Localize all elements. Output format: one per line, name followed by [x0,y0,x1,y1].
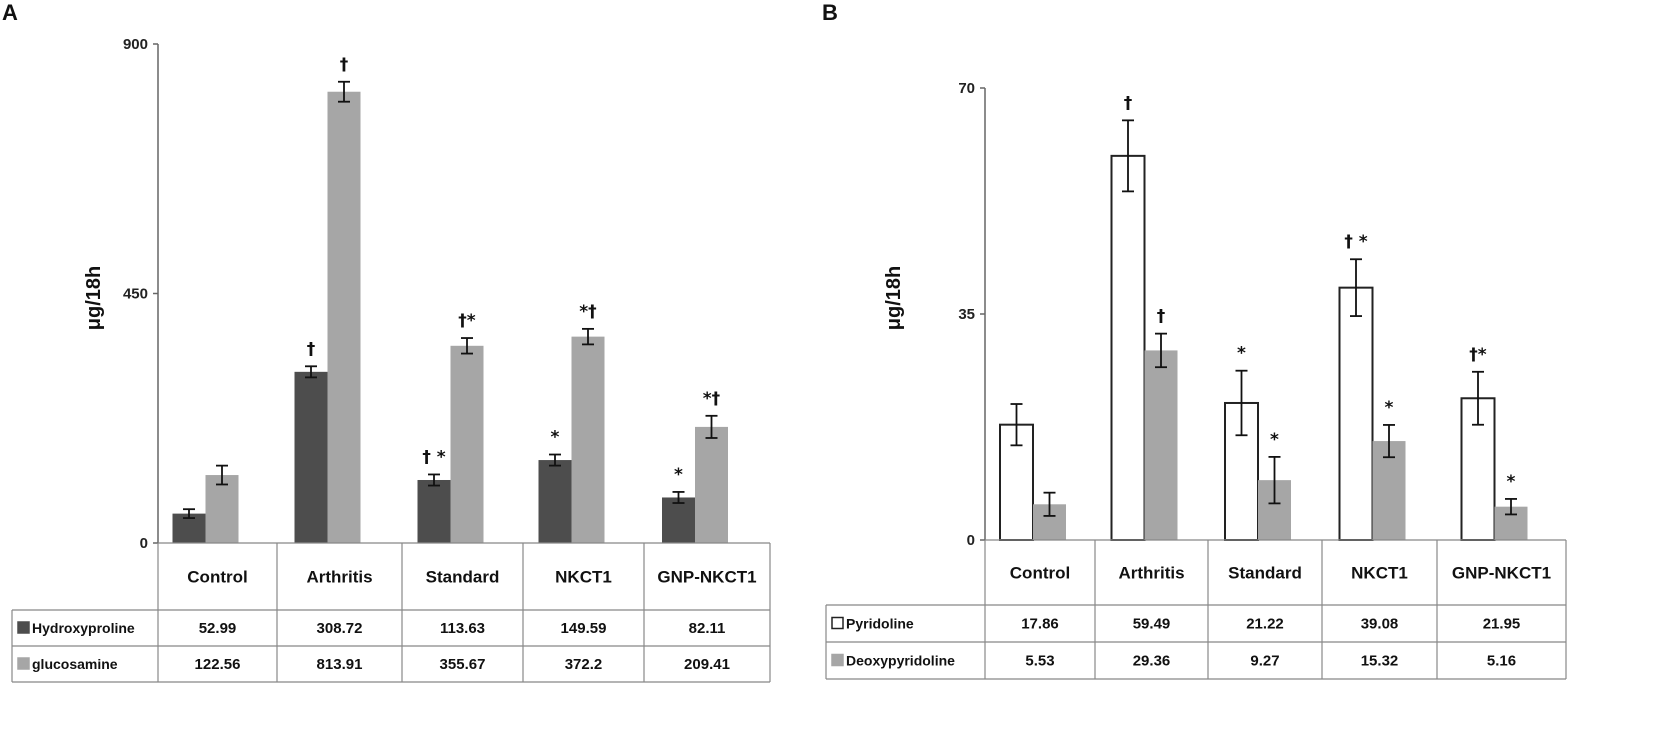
panel-a-data-label: 813.91 [317,656,363,673]
panel-a-y-tick-label: 0 [140,535,148,552]
panel-a-data-label: 52.99 [199,620,237,637]
panel-a-category-label: Standard [426,568,500,587]
panel-a-bar-series1 [538,460,572,543]
panel-a-category-label: Arthritis [306,568,372,587]
panel-b-significance-mark: * [1270,430,1279,450]
panel-a-legend-key [17,657,30,670]
panel-a-data-label: 122.56 [195,656,241,673]
panel-b-data-label: 39.08 [1361,616,1399,633]
panel-b-data-label: 21.22 [1246,616,1284,633]
panel-b-data-label: 21.95 [1483,616,1521,633]
panel-a-significance-mark: † [307,339,316,359]
panel-b-category-label: NKCT1 [1351,564,1408,583]
panel-b-category-label: Control [1010,564,1070,583]
panel-a-y-axis-label: μg/18h [83,266,105,330]
panel-a-bar-series1 [294,371,328,543]
panel-a-bar-series1 [417,479,451,543]
panel-a-significance-mark: * [674,465,683,485]
panel-a-category-label: NKCT1 [555,568,612,587]
panel-a-bar-series1 [662,497,695,543]
panel-a-bar-series2 [571,336,605,543]
panel-a: A 0 450 900 μg/18h † † † * †* * *† * *† Control Arthri… [2,0,771,683]
panel-a-category-label: GNP-NKCT1 [657,568,756,587]
panel-b-significance-mark: †* [1469,345,1487,365]
panel-a-significance-mark: † * [422,447,445,467]
panel-b-category-label: Arthritis [1118,564,1184,583]
panel-b-bar-series2 [1144,350,1178,540]
panel-a-bar-series2 [327,91,361,544]
panel-a-data-label: 149.59 [561,620,607,637]
panel-a-bar-series2 [450,345,484,543]
panel-b-category-label: GNP-NKCT1 [1452,564,1551,583]
panel-a-significance-mark: †* [458,311,476,331]
panel-a-series-name: glucosamine [32,656,118,672]
panel-a-data-label: 355.67 [440,656,486,673]
panel-b-data-label: 15.32 [1361,653,1399,670]
panel-b-legend-key [831,616,844,630]
panel-a-letter: A [2,0,18,25]
panel-b-y-tick-label: 0 [967,532,975,549]
panel-b-data-label: 59.49 [1133,616,1171,633]
panel-b-bar-series1 [1338,286,1374,541]
panel-a-data-label: 372.2 [565,656,603,673]
panel-a-significance-mark: *† [703,389,720,409]
panel-a-data-label: 308.72 [317,620,363,637]
panel-a-data-label: 82.11 [689,620,726,637]
panel-a-legend-key [17,621,30,634]
panel-b-y-tick-label: 70 [958,80,975,97]
panel-a-y-tick-label: 900 [123,36,148,53]
panel-b-category-label: Standard [1228,564,1302,583]
panel-b-significance-mark: * [1237,344,1246,364]
panel-b-data-label: 29.36 [1133,653,1171,670]
panel-b-significance-mark: * [1507,472,1516,492]
panel-a-y-tick-label: 450 [123,286,148,303]
panel-a-significance-mark: * [551,428,560,448]
panel-b-data-label: 17.86 [1021,616,1059,633]
panel-b-data-label: 5.16 [1487,653,1516,670]
panel-b-series-name: Pyridoline [846,616,914,632]
panel-b-data-label: 5.53 [1025,653,1054,670]
panel-b-significance-mark: * [1385,398,1394,418]
panel-a-data-label: 113.63 [440,620,485,637]
panel-b-bar-series1 [1110,154,1146,542]
panel-a-significance-mark: † [340,55,349,75]
panel-b-y-tick-label: 35 [958,306,975,323]
panel-b-significance-mark: † * [1344,232,1367,252]
panel-a-bar-series2 [205,475,239,543]
panel-a-significance-mark: *† [579,302,596,322]
panel-a-bar-series2 [695,426,728,543]
panel-b-series-name: Deoxypyridoline [846,653,955,669]
panel-a-series-name: Hydroxyproline [32,620,135,636]
panel-b-data-label: 9.27 [1250,653,1279,670]
panel-b-y-axis-label: μg/18h [883,266,905,330]
panel-b-letter: B [822,0,838,25]
panel-b-legend-key [831,653,844,667]
panel-b-significance-mark: † [1157,307,1166,327]
panel-a-category-label: Control [187,568,247,587]
panel-a-data-label: 209.41 [684,656,730,673]
panel-b-significance-mark: † [1124,93,1133,113]
